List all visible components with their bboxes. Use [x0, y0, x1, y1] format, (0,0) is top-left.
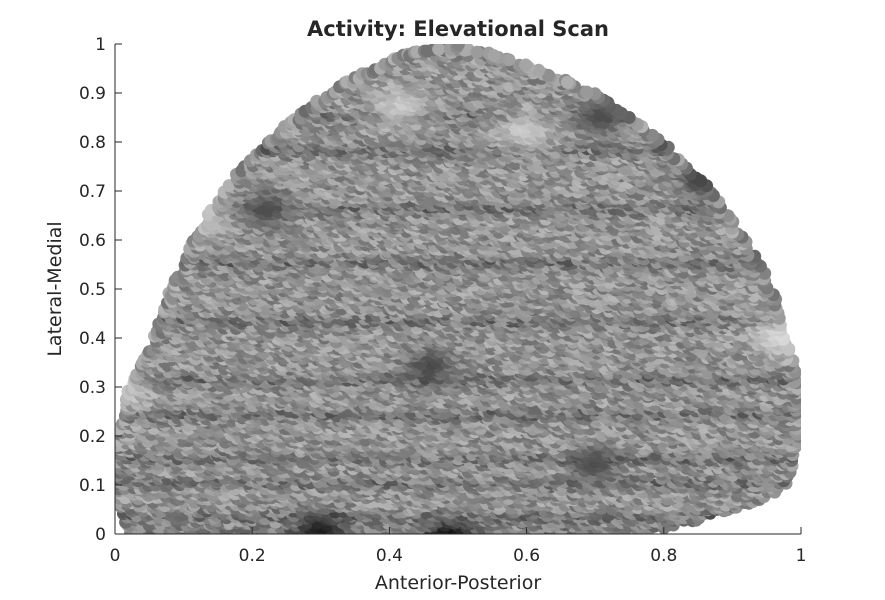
scatter-points: [115, 44, 801, 534]
